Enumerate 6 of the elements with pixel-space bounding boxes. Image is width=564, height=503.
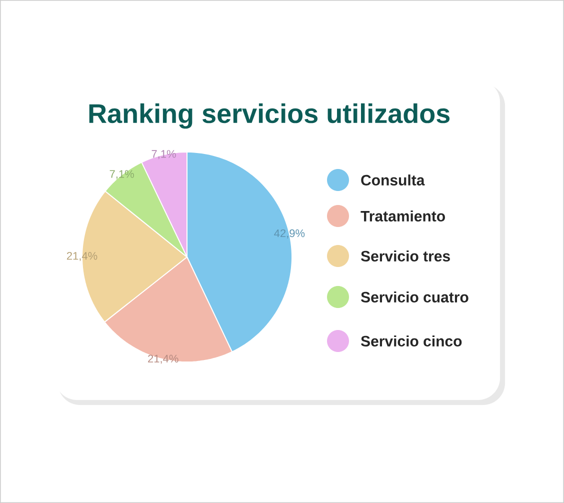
legend-label: Tratamiento [360,210,445,222]
legend-label: Consulta [361,174,425,186]
legend-label: Servicio cuatro [360,291,468,302]
legend-label: Servicio cinco [360,335,462,346]
chart-title: Ranking servicios utilizados [89,103,450,129]
legend-label: Servicio tres [360,250,450,262]
